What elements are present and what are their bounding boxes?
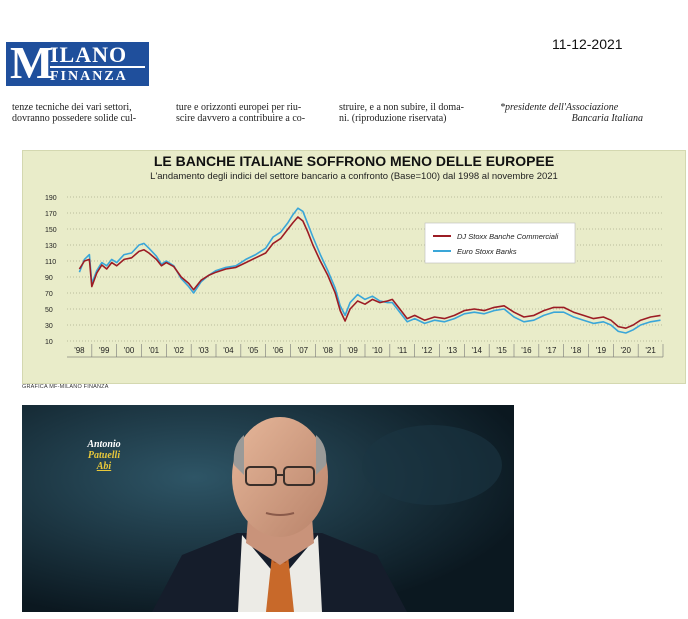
portrait-photo: Antonio Patuelli Abi	[22, 405, 514, 612]
caption-org: Abi	[96, 461, 112, 472]
series-line-euro-stoxx	[78, 207, 661, 334]
logo-letter-m: M	[10, 37, 54, 88]
y-tick-label: 150	[45, 227, 57, 234]
article-line: ture e orizzonti europei per riu-	[176, 102, 302, 113]
logo-text-finanza: FINANZA	[50, 69, 128, 84]
author-note: *presidente dell'Associazione Bancaria I…	[500, 102, 643, 124]
chart-title: LE BANCHE ITALIANE SOFFRONO MENO DELLE E…	[153, 153, 555, 169]
x-tick-label: '09	[347, 346, 358, 355]
author-note-line: *presidente dell'Associazione	[500, 102, 619, 113]
x-tick-label: '05	[248, 346, 259, 355]
legend-box	[424, 222, 576, 264]
x-tick-label: '98	[74, 346, 85, 355]
y-tick-label: 130	[45, 243, 57, 250]
y-tick-label: 10	[45, 339, 53, 346]
caption-first-name: Antonio	[87, 439, 121, 450]
x-tick-label: '06	[273, 346, 284, 355]
x-tick-label: '12	[422, 346, 433, 355]
x-tick-label: '10	[372, 346, 383, 355]
article-line: tenze tecniche dei vari settori,	[12, 102, 132, 113]
y-tick-label: 170	[45, 211, 57, 218]
y-tick-label: 70	[45, 291, 53, 298]
x-tick-label: '00	[124, 346, 135, 355]
x-tick-label: '02	[174, 346, 185, 355]
publication-date: 11-12-2021	[552, 36, 623, 52]
series-line-dj-stoxx	[78, 216, 661, 329]
x-tick-label: '21	[645, 346, 656, 355]
x-tick-label: '04	[223, 346, 234, 355]
article-line: ni. (riproduzione riservata)	[339, 113, 447, 124]
y-tick-label: 90	[45, 275, 53, 282]
line-chart: 190 170 150 130 110 90 70 50 30 10 '98 '99 '00 '01 '02…	[45, 195, 664, 358]
article-column-3: struire, e a non subire, il doma- ni. (r…	[339, 102, 464, 124]
y-tick-label: 190	[45, 195, 57, 202]
y-tick-label: 50	[45, 307, 53, 314]
x-tick-label: '99	[99, 346, 110, 355]
x-tick-label: '14	[472, 346, 483, 355]
y-tick-label: 110	[45, 259, 56, 266]
y-tick-label: 30	[45, 323, 53, 330]
x-tick-label: '08	[323, 346, 334, 355]
article-line: scire davvero a contribuire a co-	[176, 113, 306, 124]
chart-panel: LE BANCHE ITALIANE SOFFRONO MENO DELLE E…	[22, 150, 686, 384]
caption-last-name: Patuelli	[87, 450, 121, 461]
x-tick-label: '17	[546, 346, 557, 355]
logo-text-ilano: ILANO	[50, 42, 128, 67]
x-tick-label: '18	[571, 346, 582, 355]
x-tick-label: '01	[149, 346, 160, 355]
x-tick-label: '15	[496, 346, 507, 355]
article-line: dovranno possedere solide cul-	[12, 113, 137, 124]
article-column-2: ture e orizzonti europei per riu- scire …	[176, 102, 305, 124]
x-tick-label: '20	[621, 346, 632, 355]
article-line: struire, e a non subire, il doma-	[339, 102, 464, 113]
x-tick-label: '07	[298, 346, 309, 355]
portrait-illustration	[22, 405, 514, 612]
x-tick-label: '16	[521, 346, 532, 355]
author-note-line: Bancaria Italiana	[571, 113, 643, 124]
logo-rule	[50, 66, 145, 68]
x-tick-label: '03	[198, 346, 209, 355]
photo-caption: Antonio Patuelli Abi	[74, 439, 134, 472]
legend-label: DJ Stoxx Banche Commerciali	[457, 232, 559, 241]
x-tick-label: '19	[596, 346, 607, 355]
x-tick-label: '11	[397, 346, 407, 355]
chart-credit: GRAFICA MF-MILANO FINANZA	[22, 384, 109, 390]
x-tick-label: '13	[447, 346, 458, 355]
chart-subtitle: L'andamento degli indici del settore ban…	[150, 171, 558, 182]
legend-label: Euro Stoxx Banks	[457, 247, 517, 256]
article-column-1: tenze tecniche dei vari settori, dovrann…	[12, 102, 136, 124]
milano-finanza-logo: M ILANO FINANZA	[6, 37, 149, 88]
